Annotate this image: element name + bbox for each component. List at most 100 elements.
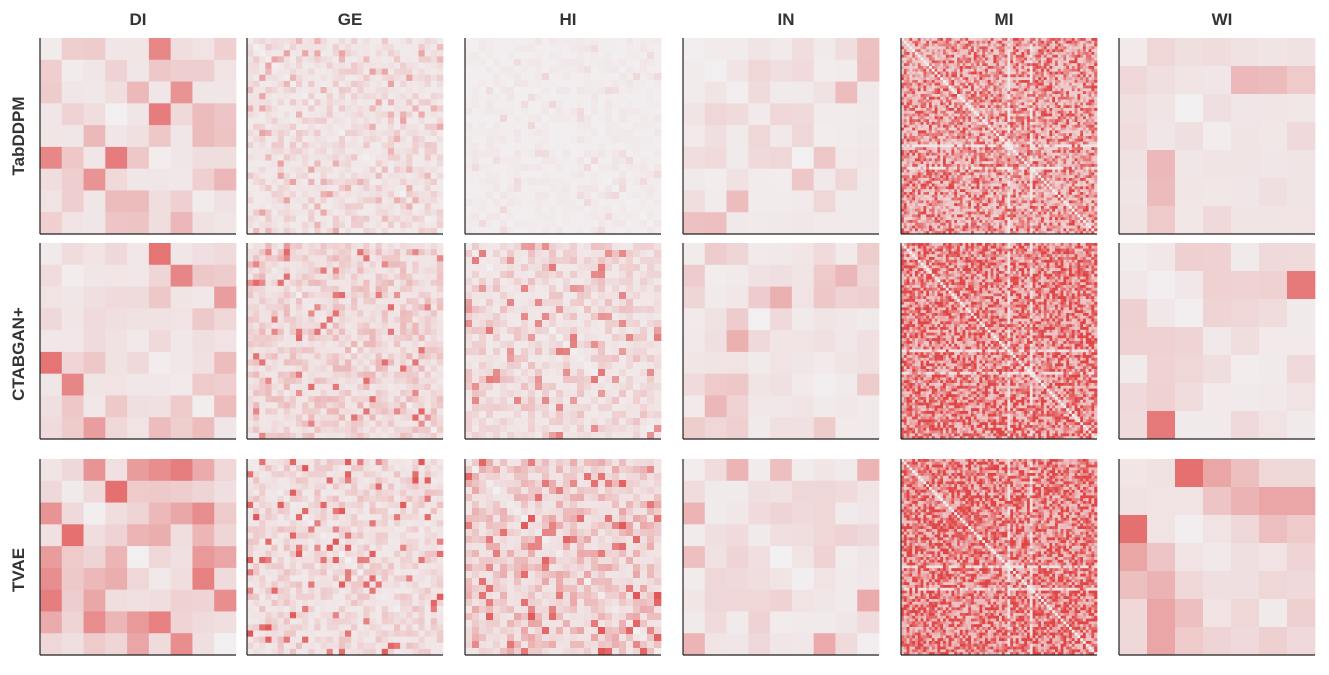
heatmap-cell <box>1013 125 1016 128</box>
heatmap-cell <box>528 164 535 171</box>
heatmap-cell <box>974 88 977 91</box>
heatmap-cell <box>1066 116 1069 119</box>
heatmap-cell <box>278 197 284 203</box>
heatmap-cell <box>363 69 369 75</box>
heatmap-cell <box>1027 108 1030 111</box>
heatmap-cell <box>1089 136 1092 139</box>
heatmap-cell <box>1086 86 1089 89</box>
heatmap-cell <box>1077 41 1080 44</box>
heatmap-cell <box>993 105 996 108</box>
heatmap-cell <box>912 60 915 63</box>
heatmap-cell <box>1072 41 1075 44</box>
heatmap-cell <box>542 101 549 108</box>
heatmap-cell <box>1035 91 1038 94</box>
heatmap-cell <box>993 108 996 111</box>
heatmap-cell <box>598 227 605 234</box>
heatmap-cell <box>1030 44 1033 47</box>
heatmap-cell <box>278 124 284 130</box>
heatmap-cell <box>388 216 394 222</box>
heatmap-cell <box>619 59 626 66</box>
heatmap-cell <box>542 73 549 80</box>
heatmap-cell <box>259 148 265 154</box>
heatmap-cell <box>954 77 957 80</box>
heatmap-cell <box>907 88 910 91</box>
heatmap-cell <box>954 63 957 66</box>
heatmap-cell <box>1055 86 1058 89</box>
heatmap-cell <box>556 94 563 101</box>
heatmap-cell <box>598 115 605 122</box>
heatmap-cell <box>1002 41 1005 44</box>
heatmap-cell <box>1091 94 1094 97</box>
heatmap-cell <box>253 222 259 228</box>
heatmap-cell <box>940 86 943 89</box>
heatmap-cell <box>437 87 443 93</box>
heatmap-cell <box>935 91 938 94</box>
heatmap-cell <box>991 94 994 97</box>
heatmap-cell <box>954 69 957 72</box>
heatmap-cell <box>1069 142 1072 145</box>
heatmap-cell <box>1061 97 1064 100</box>
heatmap-cell <box>214 60 236 82</box>
heatmap-cell <box>339 228 345 234</box>
heatmap-cell <box>577 220 584 227</box>
heatmap-cell <box>904 111 907 114</box>
heatmap-cell <box>400 136 406 142</box>
heatmap-cell <box>1052 105 1055 108</box>
heatmap-cell <box>425 56 431 62</box>
heatmap-cell <box>923 153 926 156</box>
heatmap-cell <box>1047 52 1050 55</box>
heatmap-cell <box>314 112 320 118</box>
heatmap-cell <box>351 130 357 136</box>
heatmap-cell <box>1080 52 1083 55</box>
heatmap-cell <box>968 102 971 105</box>
heatmap-cell <box>1047 74 1050 77</box>
heatmap-cell <box>1077 136 1080 139</box>
heatmap-cell <box>1091 136 1094 139</box>
heatmap-cell <box>619 227 626 234</box>
heatmap-cell <box>1077 80 1080 83</box>
heatmap-cell <box>542 220 549 227</box>
heatmap-cell <box>1021 58 1024 61</box>
heatmap-cell <box>633 73 640 80</box>
heatmap-cell <box>921 52 924 55</box>
heatmap-cell <box>437 203 443 209</box>
heatmap-cell <box>419 161 425 167</box>
heatmap-cell <box>493 80 500 87</box>
heatmap-cell <box>943 142 946 145</box>
heatmap-cell <box>915 122 918 125</box>
heatmap-cell <box>912 94 915 97</box>
heatmap-cell <box>915 63 918 66</box>
heatmap-cell <box>493 38 500 45</box>
heatmap-cell <box>465 206 472 213</box>
heatmap-cell <box>770 82 792 104</box>
heatmap-cell <box>493 52 500 59</box>
heatmap-cell <box>932 66 935 69</box>
heatmap-cell <box>612 171 619 178</box>
heatmap-cell <box>907 52 910 55</box>
heatmap-cell <box>584 108 591 115</box>
heatmap-cell <box>419 216 425 222</box>
heatmap-cell <box>327 124 333 130</box>
heatmap-cell <box>278 56 284 62</box>
heatmap-cell <box>591 171 598 178</box>
heatmap-cell <box>857 60 879 82</box>
heatmap-cell <box>968 66 971 69</box>
heatmap-cell <box>988 139 991 142</box>
heatmap-cell <box>394 75 400 81</box>
heatmap-cell <box>1094 72 1097 75</box>
heatmap-cell <box>968 86 971 89</box>
heatmap-cell <box>363 118 369 124</box>
heatmap-cell <box>954 91 957 94</box>
heatmap-cell <box>1055 144 1058 147</box>
heatmap-cell <box>577 80 584 87</box>
heatmap-cell <box>431 69 437 75</box>
heatmap-cell <box>437 69 443 75</box>
heatmap-cell <box>1066 144 1069 147</box>
heatmap-cell <box>284 56 290 62</box>
heatmap-cell <box>394 93 400 99</box>
heatmap-cell <box>1055 44 1058 47</box>
heatmap-cell <box>345 99 351 105</box>
heatmap-cell <box>940 144 943 147</box>
heatmap-cell <box>977 139 980 142</box>
heatmap-cell <box>253 38 259 44</box>
